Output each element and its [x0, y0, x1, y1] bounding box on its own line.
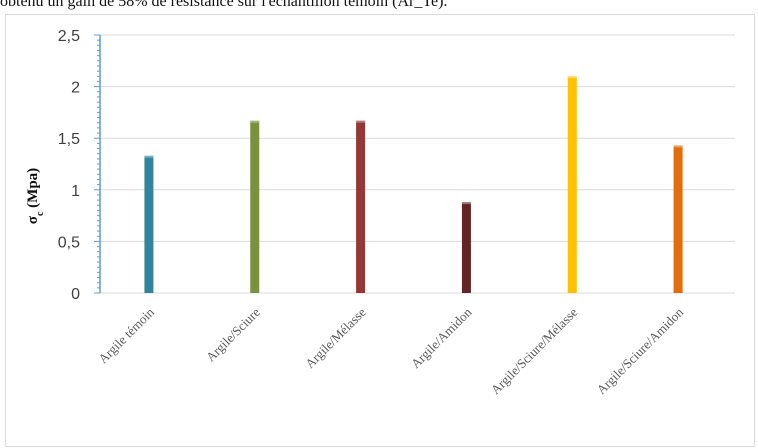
x-tick-label: Argile/Mélasse	[302, 304, 369, 371]
bar-6	[673, 145, 683, 293]
bar-5	[567, 76, 577, 293]
bar-highlight	[461, 202, 471, 205]
bar-1	[144, 155, 154, 293]
bar-highlight	[567, 76, 577, 79]
x-tick-label: Argile/Sciure	[203, 304, 263, 364]
y-axis-label: σc (Mpa)	[25, 168, 46, 224]
bar-3	[356, 120, 366, 293]
x-tick-label: Argile témoin	[95, 304, 157, 366]
bars	[144, 76, 683, 293]
caption-fragment: obtenu un gain de 58% de résistance sur …	[0, 0, 448, 10]
x-tick-label: Argile/Sciure/Mélasse	[488, 304, 581, 397]
bar-highlight	[356, 120, 366, 123]
bar-2	[250, 120, 260, 293]
y-tick-label: 0,5	[58, 234, 80, 251]
gridlines	[100, 34, 735, 294]
bar-highlight	[673, 145, 683, 148]
y-tick-label: 1,5	[58, 131, 80, 148]
x-tick-label: Argile/Sciure/Amidon	[594, 304, 687, 397]
y-tick-label: 0	[71, 286, 80, 303]
bar-4	[461, 202, 471, 293]
y-tick-label: 1	[71, 183, 80, 200]
y-tick-labels: 0 0,5 1 1,5 2 2,5	[58, 28, 80, 303]
bar-highlight	[144, 155, 154, 158]
y-tick-label: 2	[71, 80, 80, 97]
y-tick-label: 2,5	[58, 28, 80, 45]
bar-highlight	[250, 120, 260, 123]
y-axis	[94, 34, 101, 294]
x-tick-labels: Argile témoin Argile/Sciure Argile/Mélasse…	[95, 304, 686, 397]
x-tick-label: Argile/Amidon	[408, 304, 475, 371]
